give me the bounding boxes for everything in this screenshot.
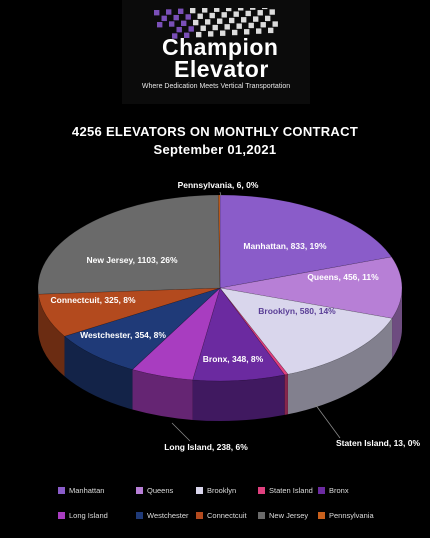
legend-swatch <box>196 487 203 494</box>
legend-item-manhattan: Manhattan <box>58 486 104 495</box>
pie-slice-brooklyn <box>219 287 393 375</box>
legend-item-long-island: Long Island <box>58 511 108 520</box>
pie-side-bronx <box>192 374 285 421</box>
data-label-manhattan: Manhattan, 833, 19% <box>243 241 327 251</box>
legend-label: Queens <box>147 486 174 495</box>
logo-text-elevator: Elevator <box>174 56 269 82</box>
pie-slice-manhattan <box>219 194 393 289</box>
legend-swatch <box>318 487 325 494</box>
data-label-staten-island: Staten Island, 13, 0% <box>336 438 421 448</box>
pie-slice-queens <box>219 256 403 319</box>
pie-slice-long-island <box>131 287 221 381</box>
pie-slice-new-jersey <box>37 194 221 295</box>
legend-label: Bronx <box>329 486 349 495</box>
legend-label: Staten Island <box>269 486 313 495</box>
legend-item-pennsylvania: Pennsylvania <box>318 511 374 520</box>
legend-item-new-jersey: New Jersey <box>258 511 308 520</box>
leader-line-long-island <box>171 422 191 442</box>
pie-side-queens <box>392 288 402 359</box>
data-label-westchester: Westchester, 354, 8% <box>80 330 166 340</box>
pie-side-westchester <box>64 336 133 410</box>
legend-item-westchester: Westchester <box>136 511 189 520</box>
legend-label: Long Island <box>69 511 108 520</box>
data-label-new-jersey: New Jersey, 1103, 26% <box>86 255 177 265</box>
checkered-flag-logo <box>154 8 278 39</box>
chart-title: 4256 ELEVATORS ON MONTHLY CONTRACT <box>71 124 359 139</box>
data-label-pennsylvania: Pennsylvania, 6, 0% <box>178 180 259 190</box>
legend-label: Manhattan <box>69 486 105 495</box>
pie-slice-bronx <box>192 287 286 382</box>
pie-side-brooklyn <box>287 318 393 415</box>
legend-item-staten-island: Staten Island <box>258 486 313 495</box>
legend-label: Connectcuit <box>207 511 247 520</box>
legend-swatch <box>258 512 265 519</box>
data-label-long-island: Long Island, 238, 6% <box>164 442 248 452</box>
logo-tagline: Where Dedication Meets Vertical Transpor… <box>141 83 291 90</box>
pie-slice-westchester <box>63 287 221 370</box>
leader-line-pennsylvania <box>219 191 222 197</box>
data-label-brooklyn: Brooklyn, 580, 14% <box>258 306 336 316</box>
leader-line-staten-island <box>314 403 341 439</box>
legend-label: Westchester <box>147 511 189 520</box>
legend-swatch <box>258 487 265 494</box>
legend-swatch <box>136 512 143 519</box>
pie-slice-connectcuit <box>38 287 221 337</box>
data-label-bronx: Bronx, 348, 8% <box>203 354 264 364</box>
legend-swatch <box>136 487 143 494</box>
legend-label: New Jersey <box>269 511 309 520</box>
legend-swatch <box>58 487 65 494</box>
logo-panel: Champion Elevator Where Dedication Meets… <box>122 0 310 104</box>
data-label-queens: Queens, 456, 11% <box>307 272 379 282</box>
logo-text-champion: Champion <box>162 34 279 60</box>
legend-swatch <box>58 512 65 519</box>
chart-subtitle: September 01,2021 <box>153 142 277 157</box>
legend-label: Brooklyn <box>207 486 237 495</box>
legend-item-queens: Queens <box>136 486 173 495</box>
pie-slice-pennsylvania <box>218 194 221 289</box>
legend-swatch <box>196 512 203 519</box>
legend-item-brooklyn: Brooklyn <box>196 486 236 495</box>
legend-item-bronx: Bronx <box>318 486 349 495</box>
pie-side-connectcuit <box>38 294 65 377</box>
pie-side-staten-island <box>284 374 288 415</box>
legend-swatch <box>318 512 325 519</box>
pie-slice-staten-island <box>219 287 289 376</box>
pie-side-long-island <box>132 369 193 420</box>
legend-label: Pennsylvania <box>329 511 374 520</box>
data-label-connectcuit: Connectcuit, 325, 8% <box>50 295 135 305</box>
legend-item-connectcuit: Connectcuit <box>196 511 247 520</box>
